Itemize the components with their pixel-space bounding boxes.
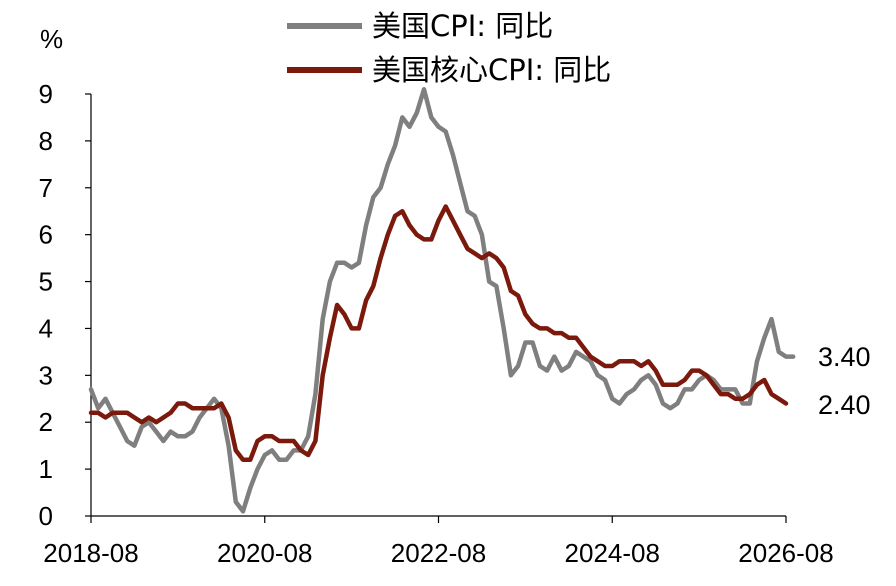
x-tick-label: 2024-08 xyxy=(565,538,660,568)
y-tick-label: 4 xyxy=(39,313,53,343)
y-tick-label: 3 xyxy=(39,360,53,390)
series-line-cpi xyxy=(88,87,796,514)
y-tick-label: 0 xyxy=(39,501,53,531)
x-tick-label: 2018-08 xyxy=(43,538,138,568)
x-tick-label: 2020-08 xyxy=(217,538,312,568)
legend-label-core-cpi: 美国核心CPI: 同比 xyxy=(372,53,611,87)
plot-area xyxy=(88,87,796,514)
x-tick-label: 2022-08 xyxy=(391,538,486,568)
y-unit-label: % xyxy=(40,24,63,54)
legend: 美国CPI: 同比 美国核心CPI: 同比 xyxy=(287,9,611,87)
y-tick-label: 7 xyxy=(39,173,53,203)
y-tick-label: 5 xyxy=(39,267,53,297)
series-line-core-cpi xyxy=(88,204,789,462)
y-tick-label: 6 xyxy=(39,220,53,250)
y-tick-label: 8 xyxy=(39,126,53,156)
x-tick-label: 2026-08 xyxy=(738,538,833,568)
end-label-core-cpi: 2.40 xyxy=(818,390,871,420)
legend-label-cpi: 美国CPI: 同比 xyxy=(372,9,553,43)
y-tick-label: 9 xyxy=(39,79,53,109)
y-tick-label: 1 xyxy=(39,454,53,484)
axes: 0 1 2 3 4 5 6 7 8 9 2018-08 2020-08 2022-08 2024-08 20… xyxy=(39,79,834,568)
end-label-cpi: 3.40 xyxy=(818,342,871,372)
y-tick-label: 2 xyxy=(39,407,53,437)
